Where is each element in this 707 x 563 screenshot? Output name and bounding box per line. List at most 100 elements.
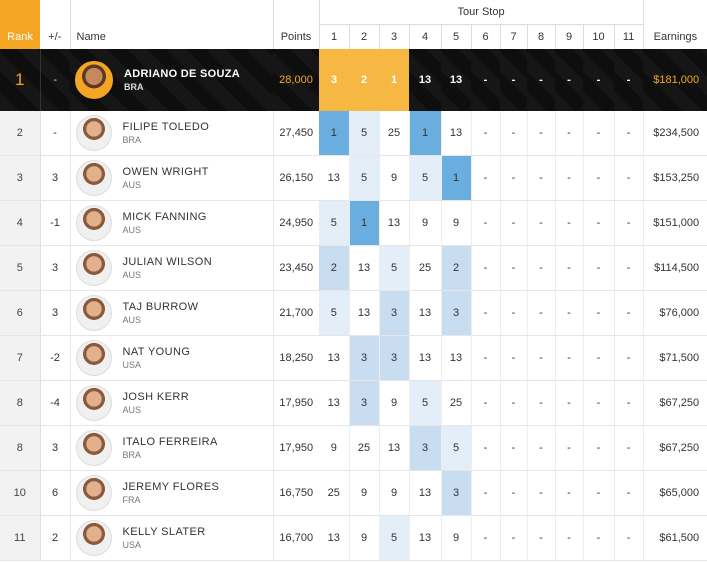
- tour-stop-numbers: 1 2 3 4 5 6 7 8 9 10 11: [0, 24, 707, 49]
- stop-score: 1: [349, 200, 380, 246]
- surfer-cell[interactable]: JULIAN WILSON AUS: [70, 245, 273, 291]
- surfer-name[interactable]: JEREMY FLORES: [122, 481, 220, 493]
- surfer-cell[interactable]: JOSH KERR AUS: [70, 380, 273, 426]
- stop-score: -: [500, 470, 528, 516]
- earnings-cell: $181,000: [643, 49, 707, 111]
- table-row[interactable]: 8 -4 JOSH KERR AUS 17,950 13 3 9 5 25- - - - - - $67,25…: [0, 380, 707, 426]
- stop-score: 9: [349, 470, 380, 516]
- stop-score: -: [614, 155, 644, 201]
- points-header[interactable]: Points: [273, 0, 320, 49]
- stop-score: -: [500, 425, 528, 471]
- stop-score: -: [555, 380, 584, 426]
- earnings-header[interactable]: Earnings: [653, 31, 698, 43]
- surfer-country: BRA: [124, 82, 144, 92]
- earnings-cell: $67,250: [643, 380, 707, 426]
- table-row[interactable]: 10 6 JEREMY FLORES FRA 16,750 25 9 9 13 3- - - - - - $6…: [0, 470, 707, 516]
- surfer-name[interactable]: NAT YOUNG: [122, 346, 191, 358]
- points-cell: 23,450: [272, 245, 319, 291]
- stop-score: 5: [319, 200, 350, 246]
- table-row[interactable]: 8 3 ITALO FERREIRA BRA 17,950 9 25 13 3 5- - - - - - $6…: [0, 425, 707, 471]
- surfer-cell[interactable]: KELLY SLATER USA: [70, 515, 273, 561]
- change-cell: -: [40, 49, 70, 111]
- earnings-cell: $71,500: [643, 335, 707, 381]
- change-cell: 3: [40, 155, 71, 201]
- surfer-cell[interactable]: ITALO FERREIRA BRA: [70, 425, 273, 471]
- surfer-cell[interactable]: OWEN WRIGHT AUS: [70, 155, 273, 201]
- stop-score: 25: [379, 111, 410, 156]
- stop-score: -: [555, 290, 584, 336]
- points-cell: 28,000: [273, 49, 319, 111]
- surfer-name[interactable]: KELLY SLATER: [122, 526, 206, 538]
- stop-score: -: [527, 425, 556, 471]
- surfer-cell[interactable]: ADRIANO DE SOUZA BRA: [70, 49, 273, 111]
- surfer-cell[interactable]: JEREMY FLORES FRA: [70, 470, 273, 516]
- name-header[interactable]: Name: [70, 0, 274, 49]
- table-row[interactable]: 2- FILIPE TOLEDO BRA 27,450 1 5 25 1 13- - - - - - $23…: [0, 111, 707, 156]
- earnings-cell: $114,500: [643, 245, 707, 291]
- stop-score: 3: [349, 380, 380, 426]
- stop-score: -: [614, 245, 644, 291]
- surfer-name[interactable]: OWEN WRIGHT: [122, 166, 209, 178]
- surfer-avatar: [75, 520, 112, 556]
- rank-cell: 10: [0, 470, 41, 516]
- stop-score: 13: [409, 470, 442, 516]
- stop-score: 5: [349, 111, 380, 156]
- stop-score: -: [500, 515, 528, 561]
- surfer-name[interactable]: MICK FANNING: [122, 211, 207, 223]
- points-cell: 17,950: [272, 380, 319, 426]
- surfer-country: AUS: [122, 270, 142, 280]
- points-cell: 17,950: [272, 425, 319, 471]
- stop-score: 13: [441, 49, 471, 111]
- stop-score: -: [500, 111, 528, 156]
- stop-score: -: [583, 290, 615, 336]
- surfer-name[interactable]: TAJ BURROW: [122, 301, 199, 313]
- stop-score: 9: [409, 200, 442, 246]
- surfer-country: BRA: [122, 450, 142, 460]
- table-row[interactable]: 3 3 OWEN WRIGHT AUS 26,150 13 5 9 5 1- - - - - - $153,2…: [0, 155, 707, 201]
- stop-score: -: [527, 49, 555, 111]
- stop-score: -: [614, 515, 644, 561]
- surfer-cell[interactable]: FILIPE TOLEDO BRA: [70, 111, 273, 156]
- table-row[interactable]: 11 2 KELLY SLATER USA 16,700 13 9 5 13 9- - - - - - $61…: [0, 515, 707, 561]
- surfer-name[interactable]: ITALO FERREIRA: [122, 436, 218, 448]
- surfer-name[interactable]: ADRIANO DE SOUZA: [124, 68, 241, 80]
- stop-score: 3: [441, 470, 472, 516]
- stop-score: -: [583, 425, 615, 471]
- table-row[interactable]: 6 3 TAJ BURROW AUS 21,700 5 13 3 13 3- - - - - - $76,00…: [0, 290, 707, 336]
- stop-score: -: [583, 49, 614, 111]
- surfer-cell[interactable]: MICK FANNING AUS: [70, 200, 273, 246]
- stop-score: -: [500, 290, 528, 336]
- table-row[interactable]: 7 -2 NAT YOUNG USA 18,250 13 3 3 13 13- - - - - - $71,5…: [0, 335, 707, 381]
- stop-score: -: [614, 425, 644, 471]
- change-header[interactable]: +/-: [40, 0, 71, 49]
- stop-score: -: [614, 335, 644, 381]
- stop-score: 5: [409, 380, 442, 426]
- rank-cell: 4: [0, 200, 41, 246]
- stop-score: -: [555, 245, 584, 291]
- stop-score: -: [583, 380, 615, 426]
- surfer-cell[interactable]: NAT YOUNG USA: [70, 335, 273, 381]
- surfer-name[interactable]: JULIAN WILSON: [122, 256, 213, 268]
- stop-score: 13: [319, 155, 350, 201]
- stop-score: -: [583, 515, 615, 561]
- points-cell: 21,700: [272, 290, 319, 336]
- stop-score: -: [500, 380, 528, 426]
- surfer-name[interactable]: JOSH KERR: [122, 391, 190, 403]
- stop-score: -: [471, 515, 501, 561]
- table-row[interactable]: 5 3 JULIAN WILSON AUS 23,450 2 13 5 25 2- - - - - - $11…: [0, 245, 707, 291]
- rank-cell: 1: [0, 49, 41, 111]
- stop-score: -: [555, 49, 583, 111]
- table-row[interactable]: 4 -1 MICK FANNING AUS 24,950 5 1 13 9 9- - - - - - $151…: [0, 200, 707, 246]
- stop-score: -: [555, 155, 584, 201]
- stop-score: 2: [349, 49, 379, 111]
- points-cell: 16,750: [272, 470, 319, 516]
- stop-score: -: [614, 470, 644, 516]
- stop-score: -: [555, 470, 584, 516]
- rank-header[interactable]: Rank: [0, 0, 40, 49]
- surfer-avatar: [75, 340, 112, 376]
- surfer-name[interactable]: FILIPE TOLEDO: [122, 121, 210, 133]
- leader-row[interactable]: 1 - ADRIANO DE SOUZA BRA 28,000 3 2 1 13…: [0, 49, 707, 111]
- earnings-cell: $65,000: [643, 470, 707, 516]
- surfer-cell[interactable]: TAJ BURROW AUS: [70, 290, 273, 336]
- stop-score: 13: [409, 290, 442, 336]
